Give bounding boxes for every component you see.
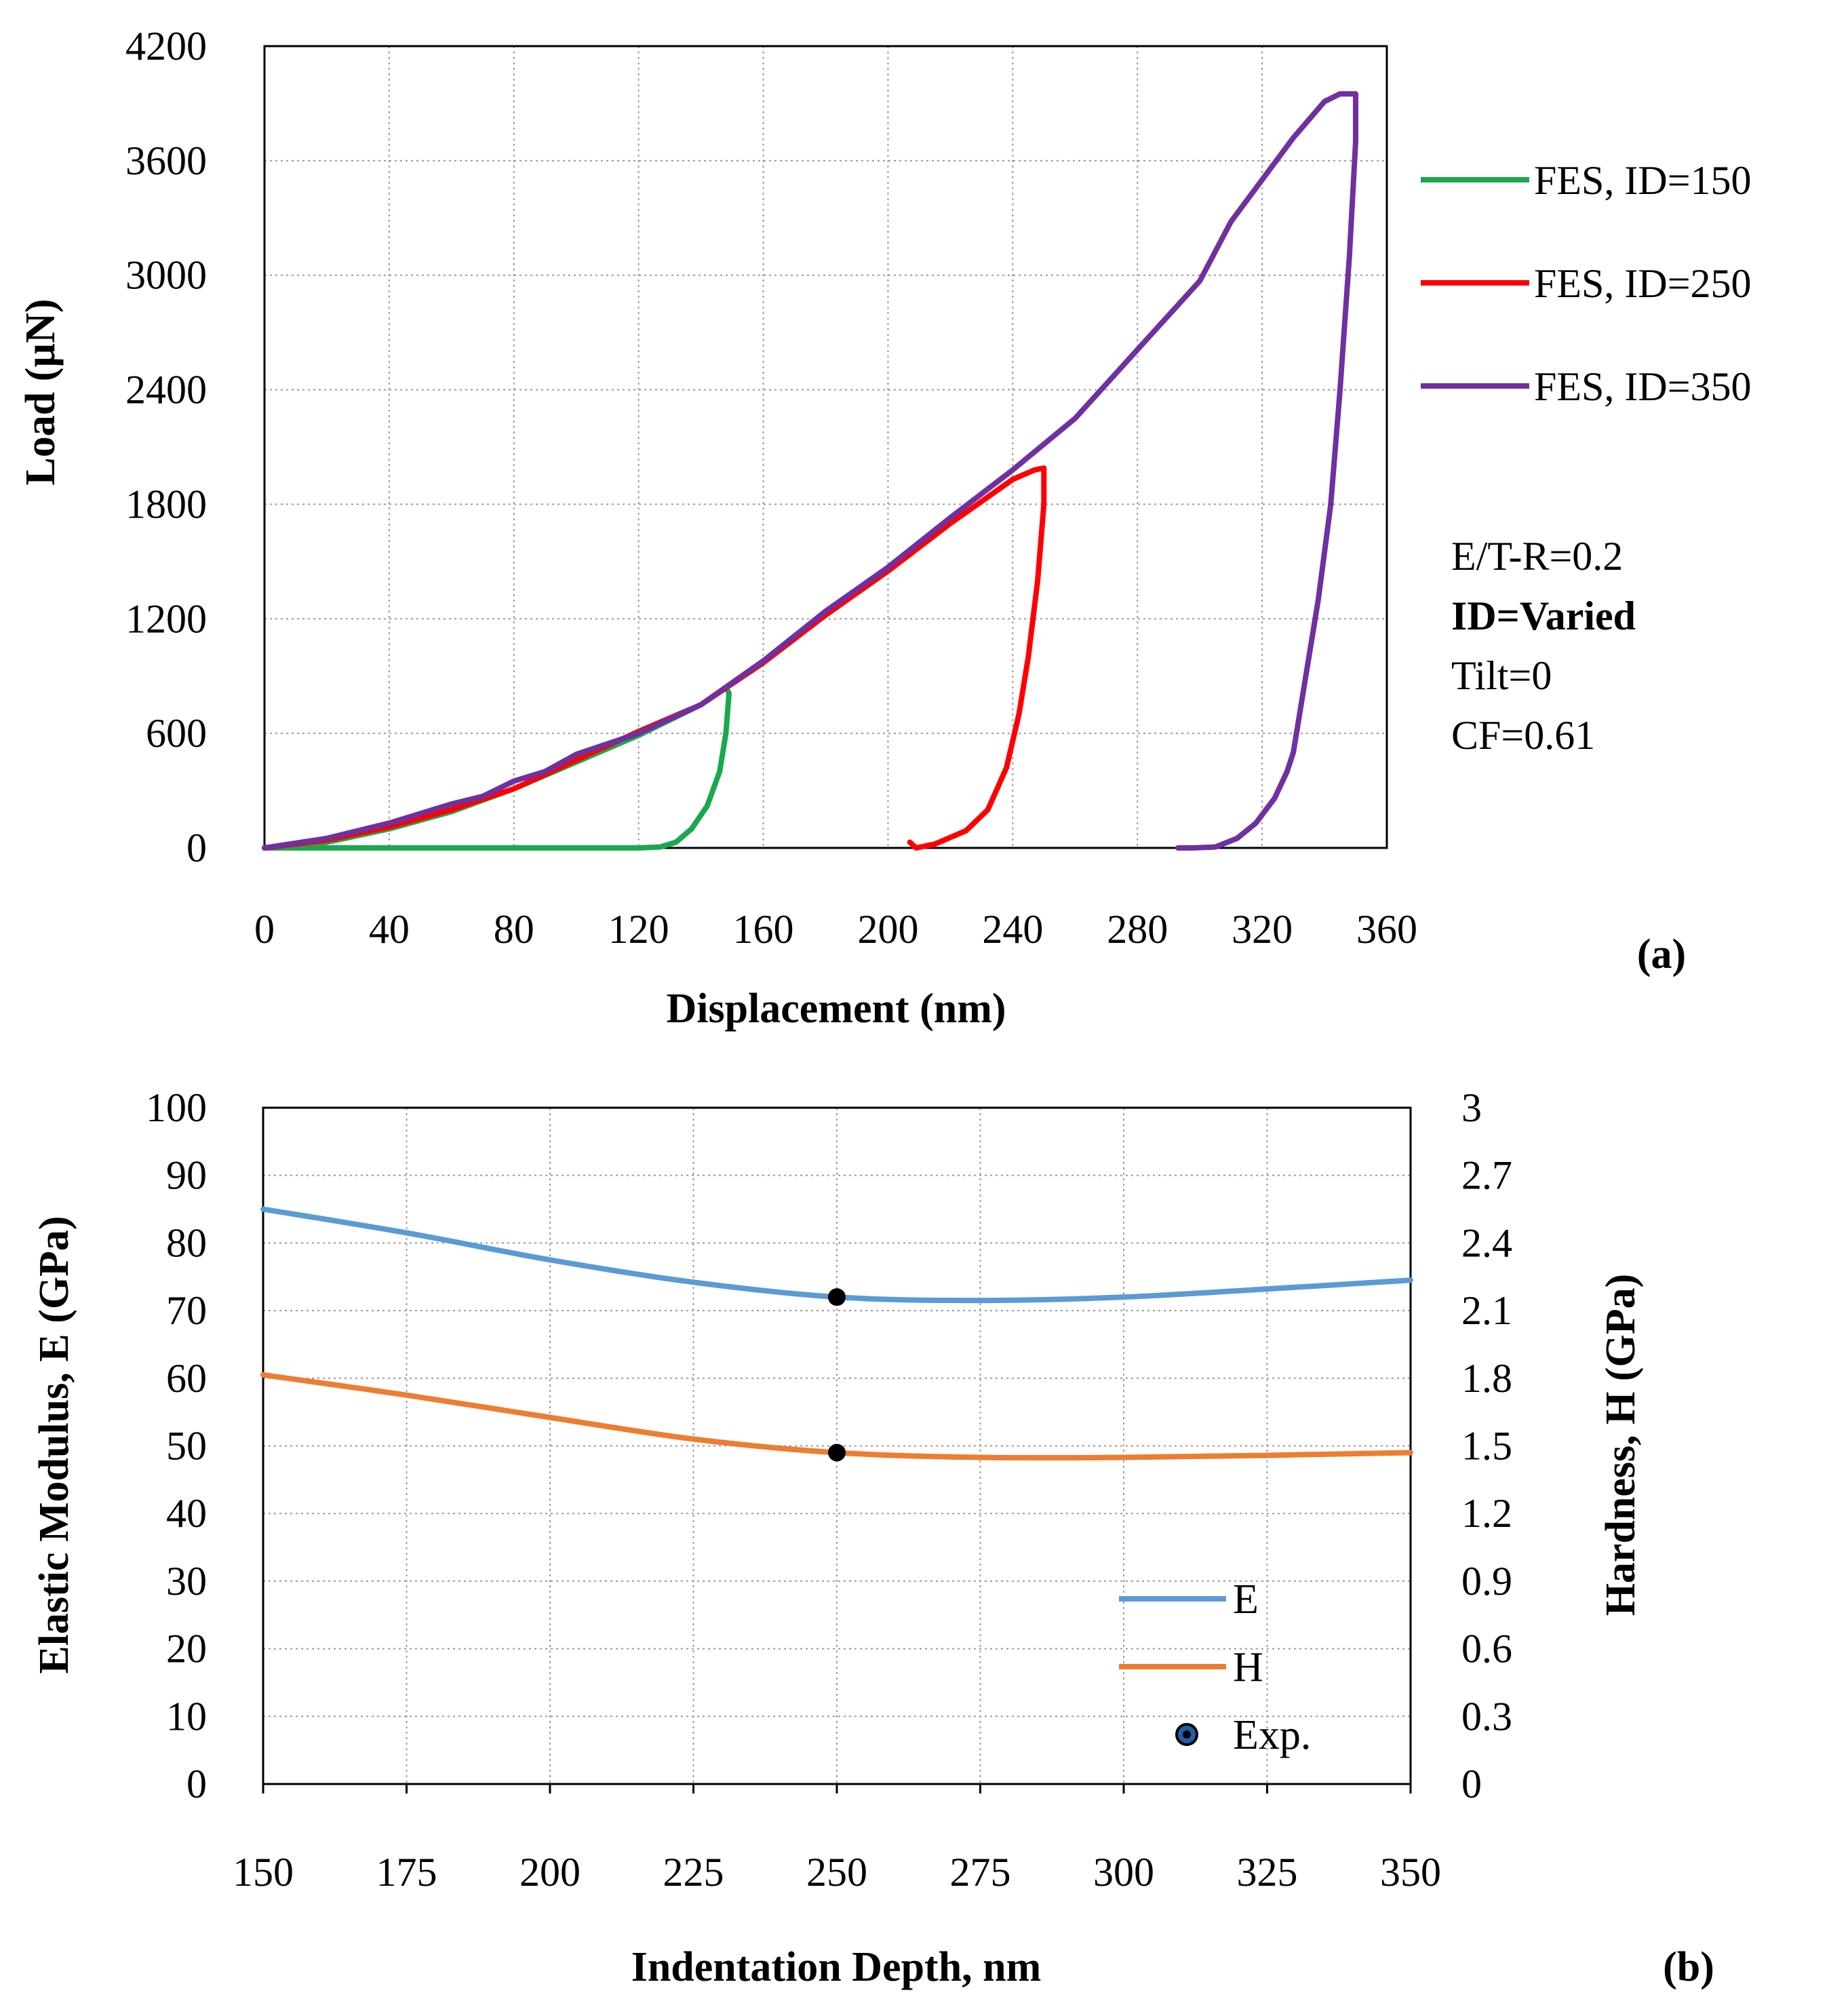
x-tick-label: 280 <box>1107 907 1168 952</box>
exp-data-point <box>828 1443 846 1462</box>
right-y-tick-label: 0.3 <box>1461 1694 1512 1739</box>
right-y-tick-label: 1.8 <box>1461 1356 1512 1401</box>
panel-b-legend: EH Exp. <box>1119 1576 1311 1758</box>
panel-a-x-axis-label: Displacement (nm) <box>666 986 1006 1032</box>
left-y-tick-label: 90 <box>166 1153 207 1198</box>
right-y-tick-label: 0.6 <box>1461 1627 1512 1671</box>
series-line-3 <box>262 91 1358 851</box>
y-tick-label: 0 <box>186 826 207 870</box>
x-tick-label: 200 <box>857 907 918 952</box>
panel-a-label: (a) <box>1637 931 1686 977</box>
x-tick-label: 200 <box>519 1850 581 1895</box>
left-y-tick-label: 60 <box>166 1356 207 1401</box>
y-tick-label: 2400 <box>125 368 207 412</box>
x-tick-label: 0 <box>254 907 275 952</box>
x-tick-label: 175 <box>376 1850 437 1895</box>
panel-b-left-y-axis-label: Elastic Modulus, E (GPa) <box>31 1216 77 1673</box>
y-tick-label: 4200 <box>125 24 207 69</box>
x-tick-label: 275 <box>950 1850 1011 1895</box>
panel-a-series <box>262 91 1358 851</box>
right-y-tick-label: 2.4 <box>1461 1220 1512 1265</box>
x-tick-label: 120 <box>608 907 669 952</box>
panel-b-x-axis-label: Indentation Depth, nm <box>631 1944 1042 1990</box>
right-y-tick-label: 0.9 <box>1461 1559 1512 1604</box>
panel-b-x-tick-labels: 150 175 200 225 250 275 300 325 350 <box>233 1850 1441 1895</box>
series-line-1 <box>262 684 732 851</box>
right-y-tick-label: 3 <box>1461 1085 1482 1130</box>
y-tick-label: 3600 <box>125 138 207 183</box>
x-tick-label: 225 <box>663 1850 724 1895</box>
panel-b-left-y-tick-labels: 0 10 20 30 40 50 60 70 80 90 100 <box>146 1085 207 1806</box>
panel-a-annotation: E/T-R=0.2 ID=Varied Tilt=0 CF=0.61 <box>1451 534 1636 758</box>
legend-entry: H <box>1233 1644 1263 1690</box>
panel-a-grid <box>264 46 1387 848</box>
panel-b-modulus-hardness-chart: 150 175 200 225 250 275 300 325 350 010203040506… <box>31 1085 1714 1990</box>
left-y-tick-label: 50 <box>166 1424 207 1469</box>
y-tick-label: 3000 <box>125 253 207 298</box>
annotation-line-2: ID=Varied <box>1451 594 1636 638</box>
panel-a-x-tick-labels: 0 40 80 120 160 200 240 280 320 360 <box>254 907 1417 952</box>
x-tick-label: 320 <box>1232 907 1293 952</box>
annotation-line-1: E/T-R=0.2 <box>1451 534 1623 579</box>
y-tick-label: 1800 <box>125 482 207 526</box>
y-tick-label: 600 <box>146 711 207 756</box>
right-y-tick-label: 0 <box>1461 1762 1482 1806</box>
x-tick-label: 250 <box>806 1850 867 1895</box>
panel-b-label: (b) <box>1663 1944 1714 1990</box>
series-line-2 <box>262 465 1047 851</box>
left-y-tick-label: 0 <box>186 1762 207 1806</box>
legend-swatch-marker-center <box>1183 1730 1191 1739</box>
legend-entry: Exp. <box>1233 1712 1311 1758</box>
x-tick-label: 350 <box>1380 1850 1441 1895</box>
left-y-tick-label: 10 <box>166 1694 207 1739</box>
y-tick-label: 1200 <box>125 596 207 641</box>
panel-a-y-axis-label: Load (µN) <box>18 298 64 485</box>
annotation-line-4: CF=0.61 <box>1451 713 1595 758</box>
right-y-tick-label: 1.2 <box>1461 1491 1512 1536</box>
panel-a-legend: FES, ID=150 FES, ID=250 FES, ID=350 <box>1421 158 1752 409</box>
panel-a-load-displacement-chart: 0 40 80 120 160 200 240 280 320 360 0 600 1200 1800 2… <box>18 24 1752 1032</box>
right-y-tick-label: 1.5 <box>1461 1424 1512 1469</box>
right-y-tick-label: 2.1 <box>1461 1288 1512 1333</box>
legend-entry: FES, ID=250 <box>1534 261 1752 306</box>
legend-entry: FES, ID=350 <box>1534 364 1752 409</box>
exp-data-point <box>828 1288 846 1306</box>
left-y-tick-label: 30 <box>166 1559 207 1604</box>
left-y-tick-label: 40 <box>166 1491 207 1536</box>
panel-a-y-tick-labels: 0 600 1200 1800 2400 3000 3600 4200 <box>125 24 207 870</box>
x-tick-label: 80 <box>494 907 534 952</box>
panel-b-series <box>260 1206 1413 1462</box>
x-tick-label: 325 <box>1237 1850 1298 1895</box>
panel-a-plot-frame <box>263 45 1388 849</box>
x-tick-label: 40 <box>369 907 410 952</box>
x-tick-label: 150 <box>233 1850 294 1895</box>
x-tick-label: 300 <box>1093 1850 1154 1895</box>
legend-entry: FES, ID=150 <box>1534 158 1752 203</box>
legend-entry: E <box>1233 1576 1259 1623</box>
left-y-tick-label: 100 <box>146 1085 207 1130</box>
annotation-line-3: Tilt=0 <box>1451 653 1552 698</box>
panel-b-plot-frame <box>262 1106 1412 1785</box>
left-y-tick-label: 70 <box>166 1288 207 1333</box>
left-y-tick-label: 20 <box>166 1627 207 1671</box>
x-tick-label: 240 <box>982 907 1043 952</box>
left-y-tick-label: 80 <box>166 1220 207 1265</box>
right-y-tick-label: 2.7 <box>1461 1153 1512 1198</box>
x-tick-label: 360 <box>1356 907 1417 952</box>
x-tick-label: 160 <box>733 907 794 952</box>
panel-b-right-y-axis-label: Hardness, H (GPa) <box>1598 1274 1644 1616</box>
panel-b-right-y-tick-labels: 0 0.3 0.6 0.9 1.2 1.5 1.8 2.1 2.4 2.7 3 <box>1461 1085 1512 1806</box>
